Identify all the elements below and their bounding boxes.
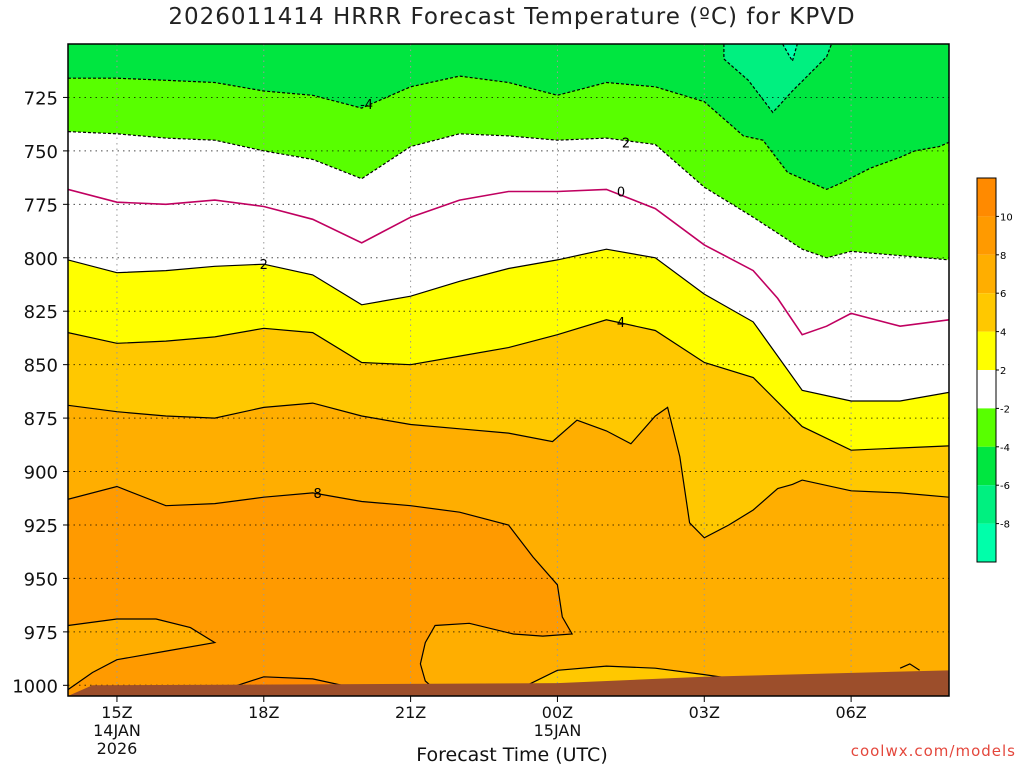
x-tick-label: 15Z [101, 703, 132, 722]
colorbar-band [977, 408, 996, 447]
colorbar-tick-label: -6 [1000, 481, 1010, 492]
colorbar-tick-label: -8 [1000, 520, 1010, 531]
colorbar-band [977, 293, 996, 332]
colorbar-band [977, 331, 996, 370]
x-tick-sublabel: 14JAN [93, 721, 141, 740]
colorbar-band [977, 446, 996, 486]
x-tick-label: 03Z [689, 703, 720, 722]
contour-line [723, 44, 833, 114]
plot-frame [67, 43, 950, 697]
contour-label: 4 [617, 316, 625, 331]
y-tick-label: 975 [24, 623, 58, 644]
x-tick-label: 18Z [248, 703, 279, 722]
colorbar-tick-label: 4 [1000, 328, 1006, 339]
axis-layer: 725 750 775 800 825 850 875 900 925 950 975 1000 15Z… [12, 88, 867, 758]
contour-line [899, 663, 920, 671]
colorbar-tick-label: 10 [1000, 212, 1013, 223]
contour-label: 8 [313, 487, 321, 502]
y-tick-label: 875 [24, 409, 58, 430]
colorbar: 10 8 6 4 2 -2 -4 -6 -8 [976, 177, 1013, 563]
colorbar-tick-label: -4 [1000, 443, 1010, 454]
band-fill [723, 44, 832, 113]
y-tick-label: 750 [24, 142, 58, 163]
x-tick-label: 00Z [542, 703, 573, 722]
y-tick-label: 850 [24, 356, 58, 377]
contour-label-layer: -4 2 0 2 4 8 [260, 98, 630, 502]
contour-line-layer [68, 44, 949, 691]
x-axis-label: Forecast Time (UTC) [416, 744, 608, 766]
x-tick-sublabel: 15JAN [534, 721, 582, 740]
y-tick-label: 825 [24, 302, 58, 323]
contour-line [68, 319, 949, 451]
credit-text: coolwx.com/models [850, 742, 1016, 760]
y-tick-label: 725 [24, 88, 58, 109]
colorbar-band [977, 370, 996, 409]
temperature-fill-layer [68, 38, 949, 696]
chart-title: 2026011414 HRRR Forecast Temperature (ºC… [168, 4, 856, 30]
contour-line [518, 665, 734, 691]
contour-label: 2 [622, 136, 630, 151]
colorbar-tick-label: 2 [1000, 366, 1006, 377]
colorbar-band [977, 523, 996, 562]
contour-label: 0 [617, 186, 625, 201]
colorbar-band [977, 216, 996, 255]
x-tick-sublabel: 2026 [97, 739, 138, 758]
y-tick-label: 1000 [12, 676, 58, 697]
contour-line [68, 402, 949, 539]
band-fill [68, 619, 215, 690]
y-tick-label: 775 [24, 195, 58, 216]
contour-line [68, 248, 949, 402]
ground-layer [68, 670, 949, 696]
y-tick-label: 900 [24, 463, 58, 484]
y-tick-label: 950 [24, 569, 58, 590]
contour-line [555, 44, 568, 45]
y-tick-label: 925 [24, 516, 58, 537]
colorbar-tick-label: -2 [1000, 404, 1010, 415]
band-fill [555, 38, 567, 44]
colorbar-band [977, 178, 996, 217]
contour-line [68, 188, 949, 336]
x-tick-label: 06Z [835, 703, 866, 722]
ground-surface [68, 670, 949, 696]
y-tick-label: 800 [24, 249, 58, 270]
colorbar-tick-label: 6 [1000, 289, 1006, 300]
contour-line [782, 44, 798, 63]
contour-label: 2 [260, 258, 268, 273]
colorbar-tick-label: 8 [1000, 251, 1006, 262]
contour-line [68, 131, 949, 261]
colorbar-band [977, 485, 996, 524]
contour-label: -4 [360, 98, 373, 113]
colorbar-band [977, 254, 996, 294]
band-fill [782, 44, 798, 62]
x-tick-label: 21Z [395, 703, 426, 722]
contour-line [68, 618, 217, 691]
contour-line [68, 485, 574, 691]
